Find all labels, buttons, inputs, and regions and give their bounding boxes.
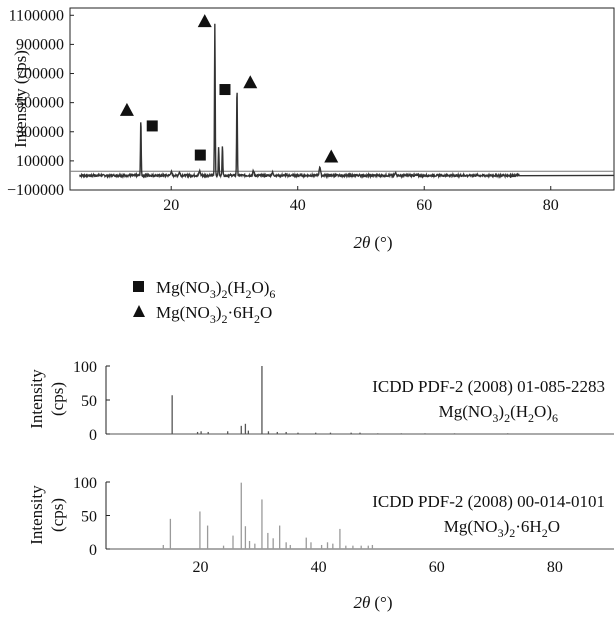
legend-item-hexahydrate: Mg(NO3)2(H2O)6 [133, 278, 275, 301]
triangle-marker [324, 149, 339, 163]
measured-plot-frame [69, 7, 615, 191]
ref2-x-tick-label: 80 [547, 559, 563, 576]
ref2-y-ticks: 100 50 0 [73, 475, 110, 559]
ref2-x-tick-label: 60 [429, 559, 445, 576]
measured-x-tick-label: 40 [290, 197, 306, 214]
measured-y-tick-label: 300000 [16, 124, 64, 141]
ref1-y-axis-title-line2: (cps) [48, 382, 67, 416]
square-marker [194, 149, 206, 161]
ref1-card-label: ICDD PDF-2 (2008) 01-085-2283 [372, 377, 605, 396]
legend-item-nitrate-6h2o: Mg(NO3)2·6H2O [133, 303, 272, 326]
square-marker [219, 84, 231, 96]
ref1-y-axis-title-line1: Intensity [27, 369, 46, 429]
ref2-y-tick-label: 0 [89, 542, 97, 559]
measured-y-axis-title: Intensity (cps) [11, 50, 30, 148]
measured-y-tick-label: 100000 [16, 153, 64, 170]
measured-x-tick-label: 60 [416, 197, 432, 214]
measured-y-tick-label: 500000 [16, 95, 64, 112]
ref2-x-axis-title: 2θ (°) [354, 593, 393, 612]
ref1-bars [171, 366, 509, 434]
legend: Mg(NO3)2(H2O)6 Mg(NO3)2·6H2O [133, 278, 275, 326]
measured-trace [79, 23, 615, 180]
measured-x-ticks: 20 40 60 80 [163, 186, 559, 214]
square-icon [133, 281, 144, 292]
ref1-y-ticks: 100 50 0 [73, 359, 110, 444]
ref1-y-tick-label: 0 [89, 427, 97, 444]
measured-y-tick-label: 1100000 [9, 7, 64, 24]
triangle-marker [119, 102, 134, 116]
measured-y-tick-label: 900000 [16, 36, 64, 53]
triangle-marker [243, 75, 258, 89]
phase-markers [119, 14, 339, 163]
triangle-icon [133, 305, 145, 317]
ref2-card-label: ICDD PDF-2 (2008) 00-014-0101 [372, 492, 605, 511]
measured-y-tick-label: 700000 [16, 66, 64, 83]
measured-y-tick-label: −100000 [7, 182, 64, 199]
ref1-y-tick-label: 100 [73, 359, 97, 376]
ref2-y-tick-label: 100 [73, 475, 97, 492]
ref2-x-tick-label: 20 [193, 559, 209, 576]
ref2-x-ticks: 20 40 60 80 [193, 559, 563, 576]
ref2-formula: Mg(NO3)2·6H2O [444, 517, 560, 540]
square-marker [146, 120, 158, 132]
legend-formula-2: Mg(NO3)2·6H2O [156, 303, 272, 326]
measured-x-axis-title: 2θ (°) [354, 233, 393, 252]
reference-panel-1: 100 50 0 Intensity (cps) ICDD PDF-2 (2008)… [27, 359, 614, 444]
reference-panel-2: 100 50 0 20 40 60 80 Intensity (cps) ICDD PDF… [27, 475, 614, 612]
measured-y-ticks: 1100000 900000 700000 500000 300000 100000 −10… [7, 7, 74, 199]
ref1-formula: Mg(NO3)2(H2O)6 [439, 402, 558, 425]
measured-x-tick-label: 80 [543, 197, 559, 214]
triangle-marker [197, 14, 212, 28]
ref2-y-axis-title-line1: Intensity [27, 485, 46, 545]
ref2-bars [162, 482, 374, 549]
ref2-y-axis-title-line2: (cps) [48, 498, 67, 532]
ref2-x-tick-label: 40 [311, 559, 327, 576]
legend-formula-1: Mg(NO3)2(H2O)6 [156, 278, 275, 301]
ref1-y-tick-label: 50 [81, 393, 97, 410]
measured-panel: 1100000 900000 700000 500000 300000 100000 −10… [7, 7, 615, 252]
measured-x-tick-label: 20 [163, 197, 179, 214]
ref2-y-tick-label: 50 [81, 509, 97, 526]
